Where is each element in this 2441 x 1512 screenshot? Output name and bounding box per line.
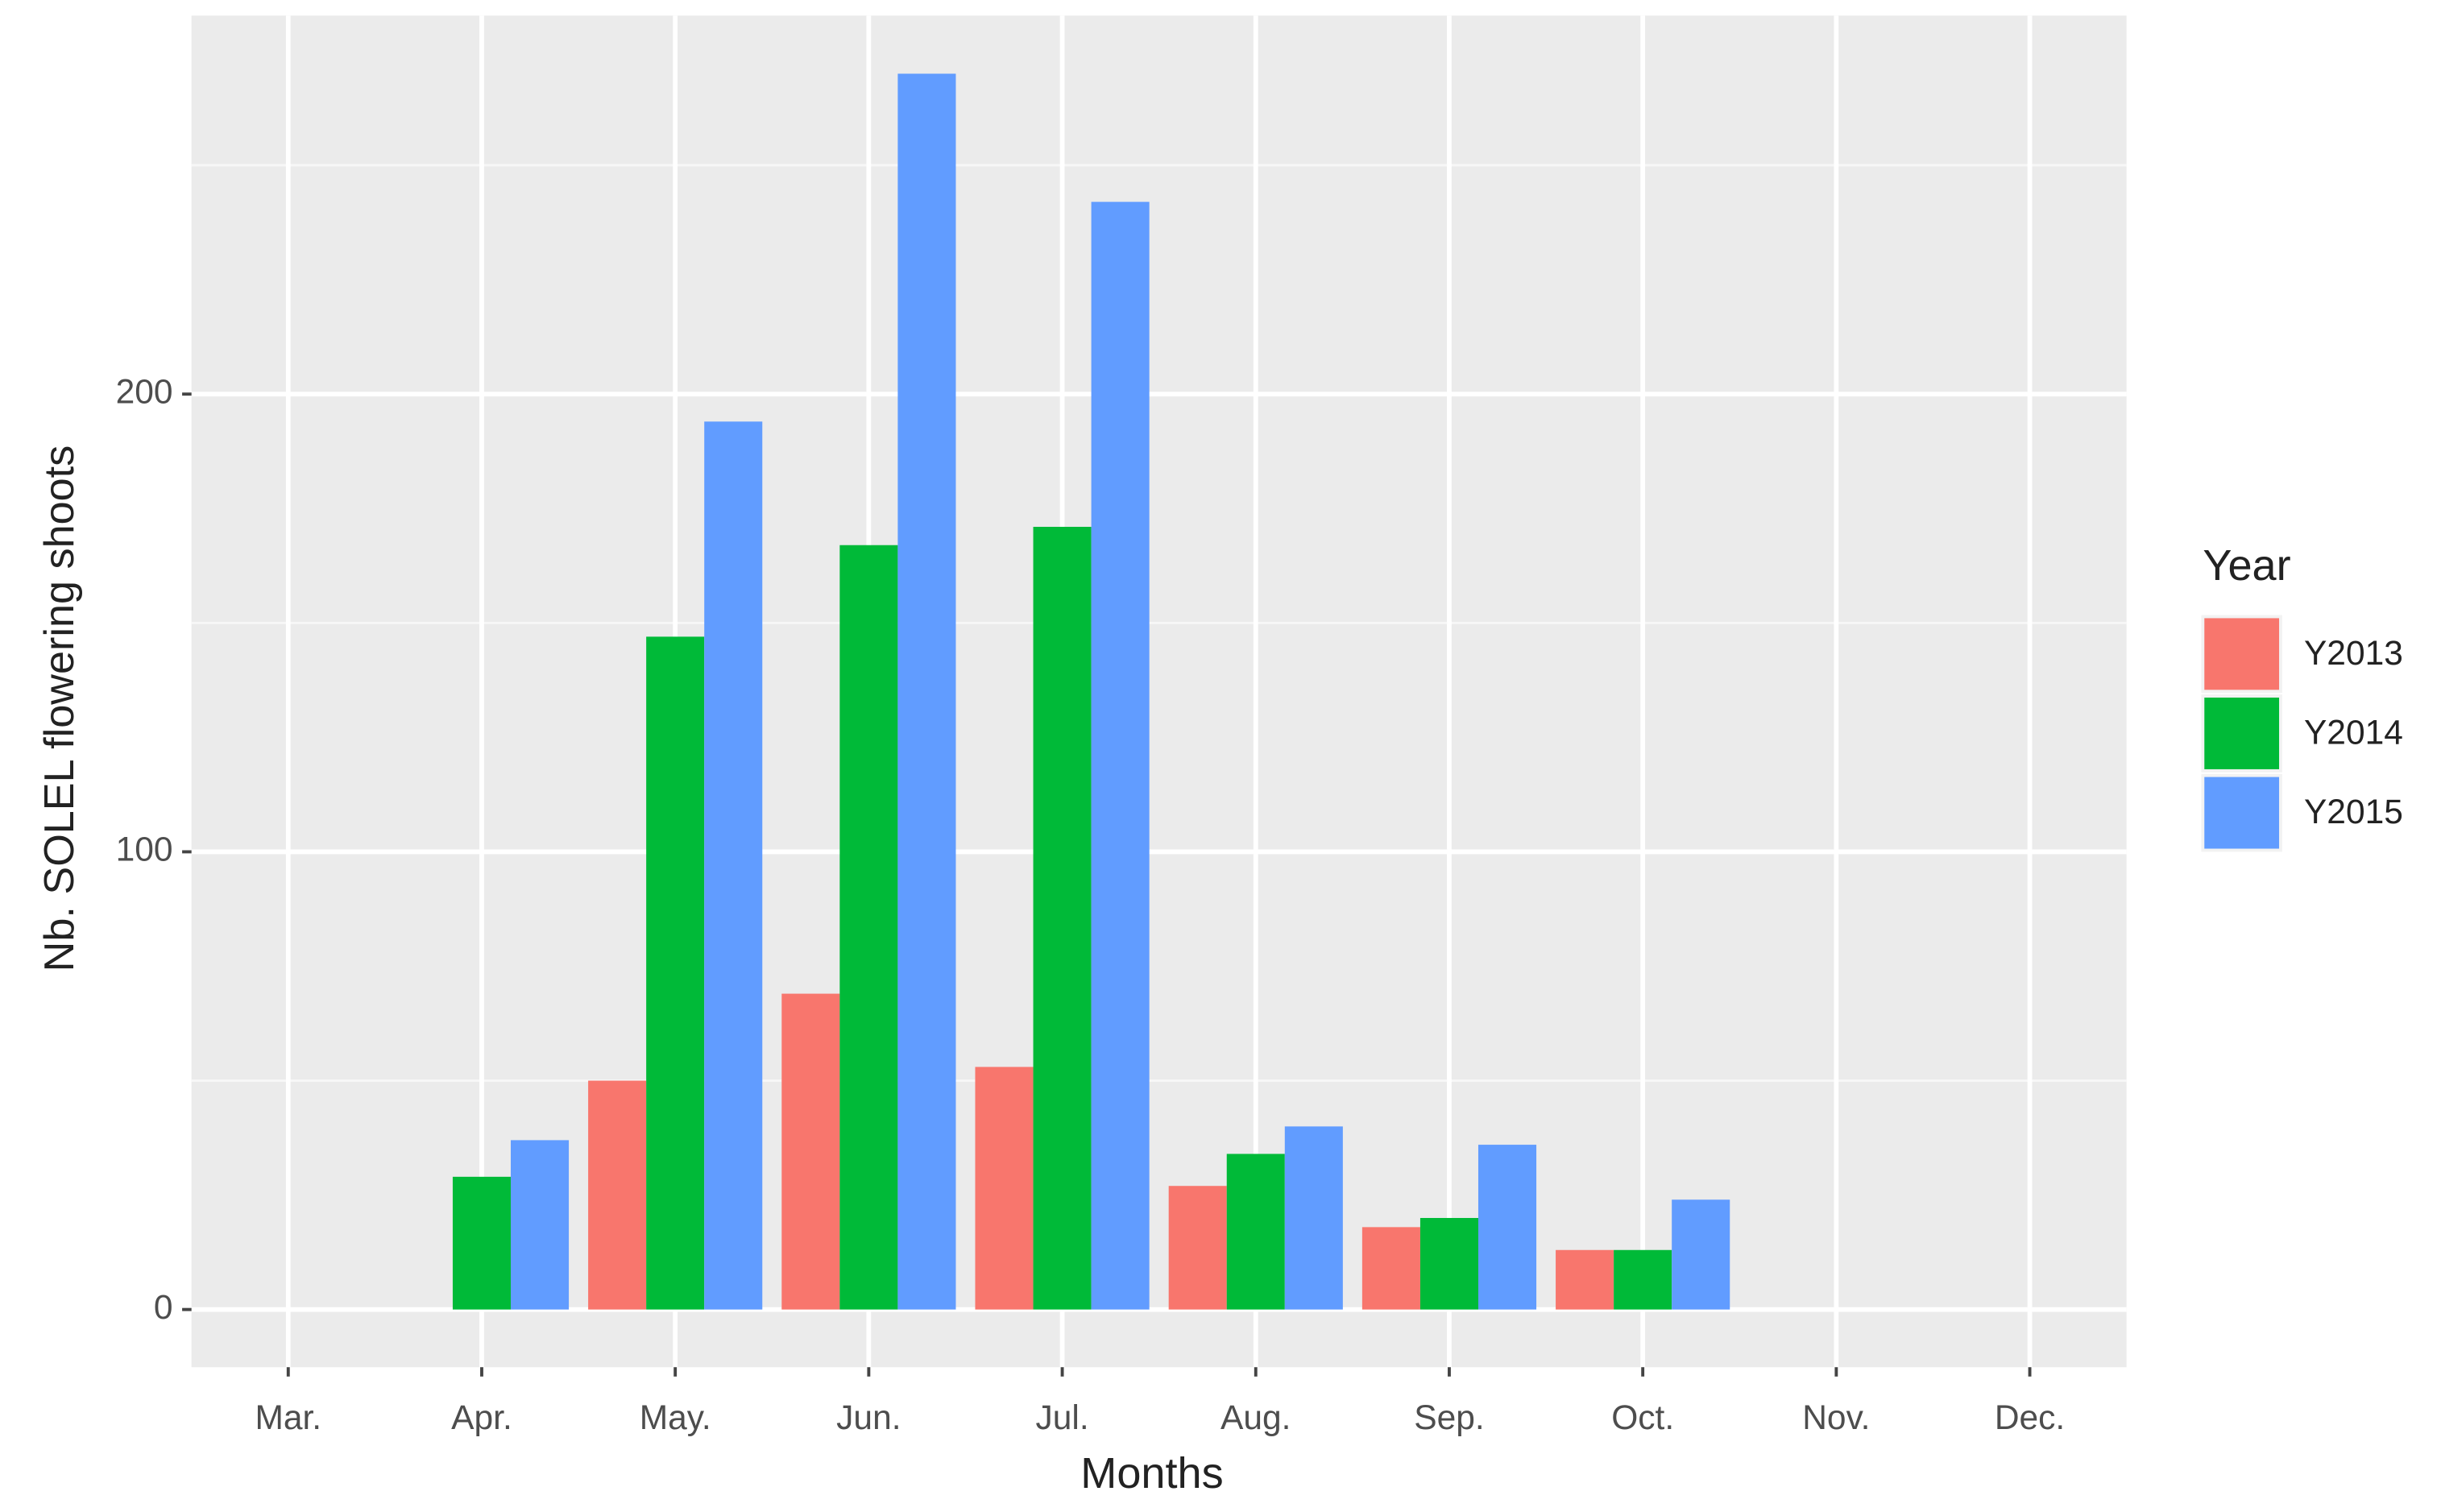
bar xyxy=(975,1067,1034,1310)
bar xyxy=(588,1080,647,1310)
x-tick-label: Sep. xyxy=(1414,1399,1484,1437)
bar xyxy=(839,545,898,1310)
bars xyxy=(452,73,1730,1310)
bar xyxy=(1477,1145,1537,1310)
x-tick-label: Oct. xyxy=(1611,1399,1674,1437)
bar xyxy=(1419,1217,1478,1310)
legend-swatch xyxy=(2204,777,2280,849)
legend-label: Y2014 xyxy=(2304,715,2403,752)
bar xyxy=(1672,1199,1730,1310)
y-tick-label: 100 xyxy=(116,831,173,869)
x-axis-title: Months xyxy=(1080,1449,1223,1498)
x-tick-label: Nov. xyxy=(1802,1399,1870,1437)
y-axis-title: Nb. SOLEL flowering shoots xyxy=(36,445,83,972)
legend-label: Y2013 xyxy=(2304,635,2403,673)
bar xyxy=(781,993,840,1310)
bar xyxy=(897,73,956,1310)
bar xyxy=(511,1140,570,1310)
bar xyxy=(1091,201,1150,1310)
bar xyxy=(1226,1154,1285,1310)
x-tick-label: Dec. xyxy=(1995,1399,2065,1437)
x-tick-label: Mar. xyxy=(255,1399,321,1437)
bar xyxy=(704,421,763,1310)
bar xyxy=(452,1176,512,1310)
legend: Y2013 Y2014 Y2015 xyxy=(2201,615,2403,852)
bar xyxy=(1556,1249,1614,1310)
bar xyxy=(1033,527,1092,1310)
legend-swatch xyxy=(2204,618,2280,690)
legend-swatch xyxy=(2204,698,2280,769)
x-tick-label: Jul. xyxy=(1035,1399,1088,1437)
bar xyxy=(1284,1126,1343,1310)
x-tick-label: Aug. xyxy=(1220,1399,1291,1437)
bar xyxy=(646,636,705,1310)
legend-title: Year xyxy=(2203,541,2290,590)
y-tick-label: 0 xyxy=(154,1289,173,1327)
y-tick-label: 200 xyxy=(116,373,173,411)
bar xyxy=(1361,1227,1420,1310)
x-tick-label: Apr. xyxy=(451,1399,512,1437)
x-tick-label: Jun. xyxy=(836,1399,901,1437)
legend-label: Y2015 xyxy=(2304,793,2403,831)
x-tick-label: May. xyxy=(640,1399,711,1437)
bar xyxy=(1168,1186,1227,1310)
bar xyxy=(1614,1249,1672,1310)
